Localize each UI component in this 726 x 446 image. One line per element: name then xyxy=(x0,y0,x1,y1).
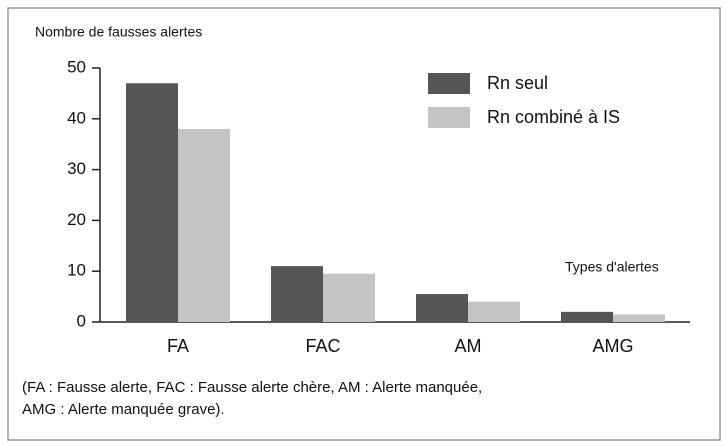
bar xyxy=(126,83,178,323)
y-tick-label: 50 xyxy=(67,57,86,76)
frame xyxy=(7,7,721,441)
legend-label: Rn seul xyxy=(487,73,548,93)
x-tick-label: FA xyxy=(167,336,189,356)
note: (FA : Fausse alerte, FAC : Fausse alerte… xyxy=(22,379,482,396)
y-tick-label: 40 xyxy=(67,108,86,127)
x-axis-label: Types d'alertes xyxy=(565,259,659,275)
bar xyxy=(468,301,520,322)
bar xyxy=(561,311,613,322)
y-tick-label: 20 xyxy=(67,210,86,229)
bar xyxy=(323,273,375,322)
y-tick-label: 10 xyxy=(67,261,86,280)
bar xyxy=(178,128,230,322)
bar xyxy=(271,266,323,322)
x-tick-label: AMG xyxy=(592,336,633,356)
bar xyxy=(613,314,665,322)
y-axis-label: Nombre de fausses alertes xyxy=(35,24,202,40)
x-tick-label: FAC xyxy=(305,336,340,356)
bar xyxy=(416,294,468,322)
legend-label: Rn combiné à IS xyxy=(487,107,620,127)
y-tick-label: 0 xyxy=(77,311,86,330)
note: AMG : Alerte manquée grave). xyxy=(22,401,225,418)
y-tick-label: 30 xyxy=(67,159,86,178)
legend-swatch xyxy=(428,73,470,94)
legend-swatch xyxy=(428,107,470,128)
x-tick-label: AM xyxy=(455,336,482,356)
